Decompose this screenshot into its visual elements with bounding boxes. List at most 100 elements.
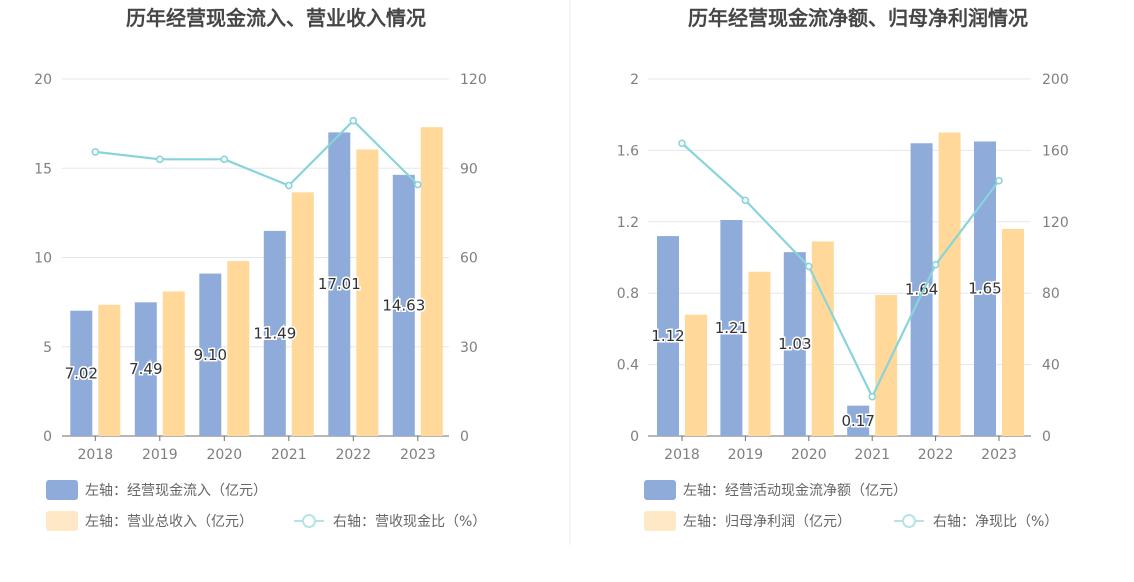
- bar-secondary: [420, 127, 443, 436]
- legend-label: 左轴：归母净利润（亿元）: [683, 513, 851, 530]
- x-axis-tick: 2020: [206, 447, 242, 463]
- bar-data-label: 1.12: [651, 327, 684, 345]
- bar-data-label: 17.01: [318, 275, 361, 293]
- bar-primary: [392, 174, 415, 437]
- ratio-point: [931, 260, 940, 269]
- bar-primary: [847, 405, 870, 436]
- bar-primary: [783, 252, 806, 436]
- bar-data-label: 9.10: [194, 346, 227, 364]
- legend-label: 左轴：经营现金流入（亿元）: [85, 483, 267, 499]
- bar-primary: [199, 273, 222, 436]
- bar-data-label: 7.49: [129, 360, 162, 378]
- right-axis-tick: 40: [1042, 358, 1060, 374]
- x-axis-tick: 2023: [981, 447, 1017, 463]
- left-axis-tick: 10: [34, 251, 52, 267]
- bar-secondary: [98, 304, 121, 436]
- x-axis-tick: 2021: [854, 447, 890, 463]
- bar-primary: [720, 220, 743, 436]
- legend-swatch: [644, 511, 676, 531]
- left-axis-tick: 1.6: [617, 143, 639, 159]
- right-axis-tick: 80: [1042, 286, 1060, 302]
- x-axis-tick: 2021: [271, 447, 307, 463]
- right-axis-tick: 0: [1042, 429, 1051, 445]
- ratio-point: [868, 392, 877, 401]
- ratio-point: [995, 176, 1003, 185]
- x-axis-tick: 2019: [142, 447, 178, 463]
- left-axis-tick: 0: [43, 429, 52, 445]
- bar-primary: [328, 132, 351, 436]
- bar-secondary: [938, 132, 961, 437]
- bar-data-label: 0.17: [841, 412, 874, 430]
- ratio-point: [804, 262, 813, 271]
- ratio-line: [681, 142, 1000, 398]
- x-axis-tick: 2022: [335, 447, 371, 463]
- x-axis-tick: 2020: [791, 447, 827, 463]
- left-axis-tick: 5: [43, 340, 52, 356]
- chart-2: 历年经营现金流净额、归母净利润情况 0 0.4 0.8 1.2 1.6 2 0 40 80 120 1…: [617, 6, 1069, 531]
- left-axis-tick: 15: [34, 161, 52, 177]
- bar-primary: [134, 302, 157, 436]
- bar-data-label: 7.02: [65, 364, 98, 382]
- ratio-line: [95, 119, 419, 187]
- ratio-point: [678, 139, 686, 148]
- right-axis-tick: 90: [460, 161, 478, 177]
- x-axis-tick: 2019: [728, 447, 764, 463]
- ratio-point: [284, 181, 293, 190]
- chart-1: 历年经营现金流入、营业收入情况 0 5 10 15 20 0 30 60 90 120 2018 201…: [34, 6, 487, 531]
- legend-line-marker: [902, 514, 916, 528]
- chart-title: 历年经营现金流净额、归母净利润情况: [688, 6, 1028, 30]
- right-axis-tick: 160: [1042, 143, 1069, 159]
- legend-label: 左轴：经营活动现金流净额（亿元）: [683, 483, 907, 499]
- left-axis-tick: 1.2: [617, 215, 639, 231]
- bar-primary: [657, 236, 679, 436]
- bar-secondary: [162, 291, 185, 436]
- legend-label: 左轴：营业总收入（亿元）: [85, 514, 253, 530]
- bar-primary: [974, 141, 996, 436]
- bar-data-label: 1.65: [968, 280, 1001, 298]
- legend-label: 右轴：营收现金比（%）: [333, 514, 486, 530]
- right-axis-tick: 200: [1042, 72, 1069, 88]
- left-axis-tick: 0.8: [617, 286, 639, 302]
- right-axis-tick: 60: [460, 251, 478, 267]
- chart-title: 历年经营现金流入、营业收入情况: [126, 6, 426, 30]
- bar-secondary: [811, 241, 834, 436]
- left-axis-tick: 0.4: [617, 358, 639, 374]
- bar-secondary: [1002, 228, 1024, 436]
- x-axis-tick: 2022: [918, 447, 954, 463]
- bar-primary: [70, 310, 93, 436]
- x-axis-tick: 2018: [77, 447, 113, 463]
- bar-data-label: 1.21: [715, 319, 748, 337]
- ratio-point: [156, 155, 164, 164]
- x-axis-tick: 2018: [664, 447, 700, 463]
- bar-primary: [910, 143, 933, 436]
- legend-swatch: [644, 480, 676, 500]
- bar-data-label: 14.63: [382, 296, 425, 314]
- bar-data-label: 11.49: [253, 324, 296, 342]
- right-axis-tick: 120: [460, 72, 487, 88]
- left-axis-tick: 2: [630, 72, 639, 88]
- ratio-point: [741, 196, 750, 205]
- bar-secondary: [227, 261, 250, 436]
- ratio-point: [349, 116, 358, 125]
- bar-secondary: [748, 271, 771, 436]
- x-axis-tick: 2023: [400, 447, 436, 463]
- right-axis-tick: 0: [460, 429, 469, 445]
- right-axis-tick: 120: [1042, 215, 1069, 231]
- bar-data-label: 1.64: [905, 281, 938, 299]
- legend-line-marker: [302, 514, 316, 528]
- legend-swatch: [46, 511, 78, 531]
- ratio-point: [220, 155, 229, 164]
- bar-secondary: [356, 149, 379, 436]
- left-axis-tick: 20: [34, 72, 52, 88]
- bar-primary: [263, 230, 286, 436]
- ratio-point: [413, 180, 422, 189]
- legend-label: 右轴：净现比（%）: [933, 514, 1058, 530]
- left-axis-tick: 0: [630, 429, 639, 445]
- bar-secondary: [291, 192, 314, 436]
- right-axis-tick: 30: [460, 340, 478, 356]
- bar-data-label: 1.03: [778, 335, 811, 353]
- bar-secondary: [685, 314, 707, 436]
- legend-swatch: [46, 480, 78, 500]
